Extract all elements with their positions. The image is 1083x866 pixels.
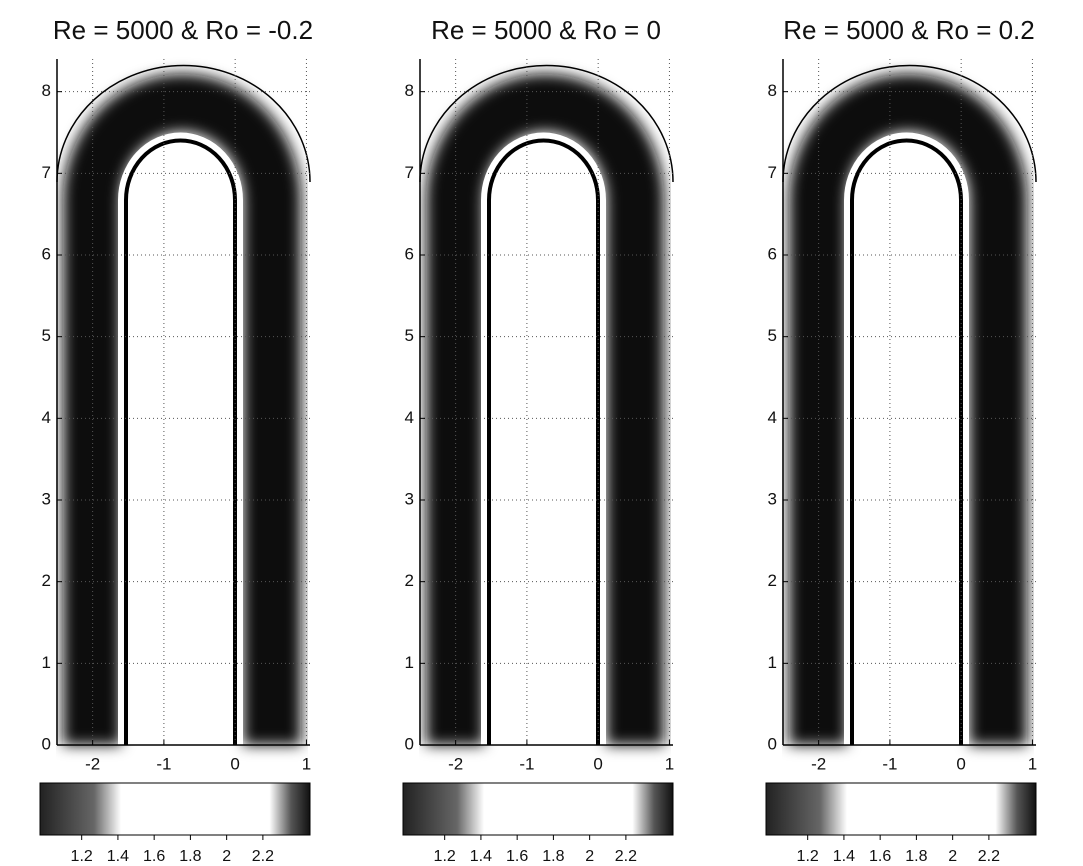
y-tick-label: 6 <box>768 244 777 263</box>
y-tick-label: 2 <box>768 571 777 590</box>
x-tick-label: 1 <box>302 754 311 773</box>
colorbar-tick-label: 1.8 <box>542 848 564 865</box>
y-tick-label: 1 <box>405 653 414 672</box>
field-band <box>789 74 1027 745</box>
y-tick-label: 8 <box>768 81 777 100</box>
y-tick-label: 5 <box>42 326 51 345</box>
y-tick-label: 3 <box>405 489 414 508</box>
colorbar <box>765 782 1037 836</box>
x-tick-label: 1 <box>1028 754 1037 773</box>
colorbar-tick-label: 1.6 <box>506 848 528 865</box>
colorbar-tick-label: 2 <box>585 848 594 865</box>
y-tick-label: 0 <box>768 734 777 753</box>
y-tick-label: 4 <box>405 408 414 427</box>
colorbar-tick-label: 2.2 <box>252 848 274 865</box>
y-tick-label: 4 <box>42 408 51 427</box>
y-tick-label: 5 <box>768 326 777 345</box>
y-tick-label: 5 <box>405 326 414 345</box>
outer-wall <box>419 64 674 183</box>
colorbar-tick-label: 2 <box>222 848 231 865</box>
x-tick-label: 0 <box>230 754 239 773</box>
colorbar-tick-label: 1.4 <box>833 848 855 865</box>
y-tick-label: 2 <box>405 571 414 590</box>
colorbar-tick-label: 2.2 <box>615 848 637 865</box>
x-tick-label: -1 <box>882 754 897 773</box>
x-tick-label: -2 <box>85 754 100 773</box>
y-tick-label: 1 <box>768 653 777 672</box>
x-tick-label: 0 <box>956 754 965 773</box>
outer-wall <box>56 64 311 183</box>
y-tick-label: 8 <box>405 81 414 100</box>
y-tick-label: 7 <box>768 163 777 182</box>
y-tick-label: 7 <box>42 163 51 182</box>
colorbar-tick-label: 1.4 <box>470 848 492 865</box>
colorbar-tick-label: 1.4 <box>107 848 129 865</box>
y-tick-label: 3 <box>768 489 777 508</box>
y-tick-label: 7 <box>405 163 414 182</box>
colorbar-tick-label: 1.8 <box>179 848 201 865</box>
outer-wall <box>782 64 1037 183</box>
y-tick-label: 8 <box>42 81 51 100</box>
panel-title: Re = 5000 & Ro = 0 <box>431 15 661 45</box>
panel: Re = 5000 & Ro = -0.2 0 1 2 3 4 5 6 7 8 -2 -1 0 1 1.2 1… <box>39 15 313 865</box>
y-tick-label: 2 <box>42 571 51 590</box>
y-tick-label: 1 <box>42 653 51 672</box>
x-tick-label: -2 <box>448 754 463 773</box>
inner-wall <box>850 138 963 745</box>
x-tick-label: -1 <box>519 754 534 773</box>
x-tick-label: 1 <box>665 754 674 773</box>
colorbar-tick-label: 1.2 <box>797 848 819 865</box>
colorbar-tick-label: 1.6 <box>869 848 891 865</box>
x-tick-label: -2 <box>811 754 826 773</box>
x-tick-label: -1 <box>156 754 171 773</box>
panel: Re = 5000 & Ro = 0 0 1 2 3 4 5 6 7 8 -2 -1 0 1 1.2 1.4 1… <box>402 15 674 865</box>
y-tick-label: 4 <box>768 408 777 427</box>
field-band <box>63 74 301 745</box>
colorbar <box>39 782 311 836</box>
colorbar-tick-label: 2.2 <box>978 848 1000 865</box>
colorbar-tick-label: 1.8 <box>905 848 927 865</box>
colorbar <box>402 782 674 836</box>
y-tick-label: 3 <box>42 489 51 508</box>
inner-wall <box>487 138 600 745</box>
y-tick-label: 0 <box>405 734 414 753</box>
colorbar-tick-label: 1.2 <box>71 848 93 865</box>
panel-title: Re = 5000 & Ro = -0.2 <box>53 15 313 45</box>
colorbar-tick-label: 2 <box>948 848 957 865</box>
inner-wall <box>124 138 237 745</box>
y-tick-label: 0 <box>42 734 51 753</box>
panel: Re = 5000 & Ro = 0.2 0 1 2 3 4 5 6 7 8 -2 -1 0 1 1.2 1.… <box>765 15 1037 865</box>
colorbar-tick-label: 1.6 <box>143 848 165 865</box>
panel-title: Re = 5000 & Ro = 0.2 <box>783 15 1035 45</box>
x-tick-label: 0 <box>593 754 602 773</box>
y-tick-label: 6 <box>42 244 51 263</box>
colorbar-tick-label: 1.2 <box>434 848 456 865</box>
field-band <box>426 74 664 745</box>
y-tick-label: 6 <box>405 244 414 263</box>
